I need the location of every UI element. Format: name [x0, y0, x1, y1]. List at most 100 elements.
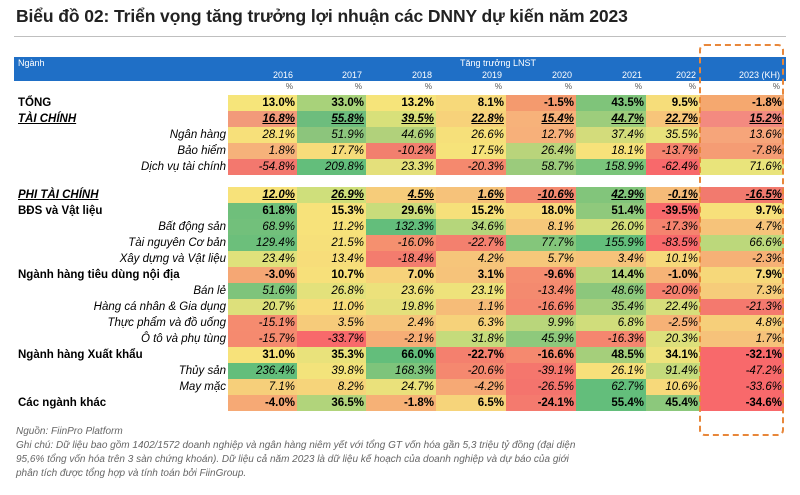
table-cell: 12.0% [228, 187, 297, 203]
table-cell: 18.1% [576, 143, 646, 159]
table-cell: 34.6% [436, 219, 506, 235]
table-cell: 33.0% [297, 95, 366, 111]
table-cell: 39.5% [366, 111, 436, 127]
table-cell: 55.4% [576, 395, 646, 411]
year-header: 2022 [675, 70, 696, 80]
table-cell: 20.7% [228, 299, 297, 315]
header-sector-label: Ngành [18, 58, 45, 68]
table-header: Ngành Tăng trưởng LNST [14, 57, 786, 81]
table-cell: 4.8% [700, 315, 784, 331]
table-cell: 7.1% [228, 379, 297, 395]
table-cell: -10.2% [366, 143, 436, 159]
unit-label: % [564, 82, 572, 91]
year-header: 2023 (KH) [738, 70, 780, 80]
row-label: TÀI CHÍNH [18, 113, 77, 125]
table-cell: 58.7% [506, 159, 576, 175]
row-label: Các ngành khác [18, 397, 107, 409]
table-cell: -62.4% [646, 159, 700, 175]
table-cell: 62.7% [576, 379, 646, 395]
table-cell: 35.5% [646, 127, 700, 143]
row-label: Ngành hàng tiêu dùng nội địa [18, 269, 180, 281]
year-header: 2021 [621, 70, 642, 80]
row-label: BĐS và Vật liệu [18, 205, 103, 217]
table-cell: 26.0% [576, 219, 646, 235]
row-label: Dịch vụ tài chính [140, 161, 226, 173]
unit-label: % [688, 82, 696, 91]
table-cell: 26.9% [297, 187, 366, 203]
table-cell: 42.9% [576, 187, 646, 203]
table-cell: 28.1% [228, 127, 297, 143]
table-cell: 21.5% [297, 235, 366, 251]
table-cell: 17.5% [436, 143, 506, 159]
table-cell: -54.8% [228, 159, 297, 175]
header-group-label: Tăng trưởng LNST [460, 58, 536, 68]
table-cell: 55.8% [297, 111, 366, 127]
table-cell: -13.4% [506, 283, 576, 299]
table-cell: -47.2% [700, 363, 784, 379]
table-cell: -4.0% [228, 395, 297, 411]
table-cell: 10.6% [646, 379, 700, 395]
table-cell: 23.4% [228, 251, 297, 267]
unit-label: % [285, 82, 293, 91]
row-label: Ngân hàng [169, 129, 226, 141]
table-cell: -34.6% [700, 395, 784, 411]
table-cell: 236.4% [228, 363, 297, 379]
row-label: PHI TÀI CHÍNH [18, 189, 99, 201]
table-cell: 6.3% [436, 315, 506, 331]
table-cell: -16.0% [366, 235, 436, 251]
table-cell: -1.5% [506, 95, 576, 111]
table-cell: 45.4% [646, 395, 700, 411]
table-cell: 29.6% [366, 203, 436, 219]
table-cell: -16.6% [506, 347, 576, 363]
table-cell: 35.4% [576, 299, 646, 315]
table-cell: 22.4% [646, 299, 700, 315]
table-cell: 44.7% [576, 111, 646, 127]
row-label: Bất động sản [158, 221, 226, 233]
table-cell: -20.6% [436, 363, 506, 379]
table-cell: -13.7% [646, 143, 700, 159]
table-cell: -83.5% [646, 235, 700, 251]
table-cell: 23.1% [436, 283, 506, 299]
table-cell: 1.1% [436, 299, 506, 315]
table-cell: -16.6% [506, 299, 576, 315]
table-cell: 19.8% [366, 299, 436, 315]
row-label: Xây dựng và Vật liệu [119, 253, 226, 265]
table-cell: -18.4% [366, 251, 436, 267]
table-cell: -2.3% [700, 251, 784, 267]
table-cell: 66.6% [700, 235, 784, 251]
table-cell: 15.2% [700, 111, 784, 127]
table-cell: 7.0% [366, 267, 436, 283]
table-cell: 24.7% [366, 379, 436, 395]
table-cell: 3.5% [297, 315, 366, 331]
table-cell: -20.3% [436, 159, 506, 175]
table-cell: 20.3% [646, 331, 700, 347]
table-cell: 51.4% [576, 203, 646, 219]
table-cell: 1.6% [436, 187, 506, 203]
year-header: 2017 [341, 70, 362, 80]
table-cell: 17.7% [297, 143, 366, 159]
table-cell: 6.5% [436, 395, 506, 411]
row-label: Thực phẩm và đồ uống [107, 317, 226, 329]
table-cell: -7.8% [700, 143, 784, 159]
table-cell: -33.7% [297, 331, 366, 347]
table-cell: -26.5% [506, 379, 576, 395]
table-cell: 15.2% [436, 203, 506, 219]
table-cell: 7.3% [700, 283, 784, 299]
table-cell: -32.1% [700, 347, 784, 363]
table-cell: 39.8% [297, 363, 366, 379]
table-cell: -1.8% [700, 95, 784, 111]
table-cell: 66.0% [366, 347, 436, 363]
table-cell: 3.4% [576, 251, 646, 267]
table-cell: 18.0% [506, 203, 576, 219]
forecast-highlight-box [699, 44, 784, 436]
table-cell: -17.3% [646, 219, 700, 235]
row-label: Thủy sản [178, 365, 226, 377]
table-cell: -9.6% [506, 267, 576, 283]
table-cell: 9.5% [646, 95, 700, 111]
table-cell: 31.8% [436, 331, 506, 347]
table-cell: 129.4% [228, 235, 297, 251]
table-cell: -3.0% [228, 267, 297, 283]
table-cell: 9.9% [506, 315, 576, 331]
table-cell: 3.1% [436, 267, 506, 283]
source-note: Nguồn: FiinPro Platform [16, 426, 123, 437]
